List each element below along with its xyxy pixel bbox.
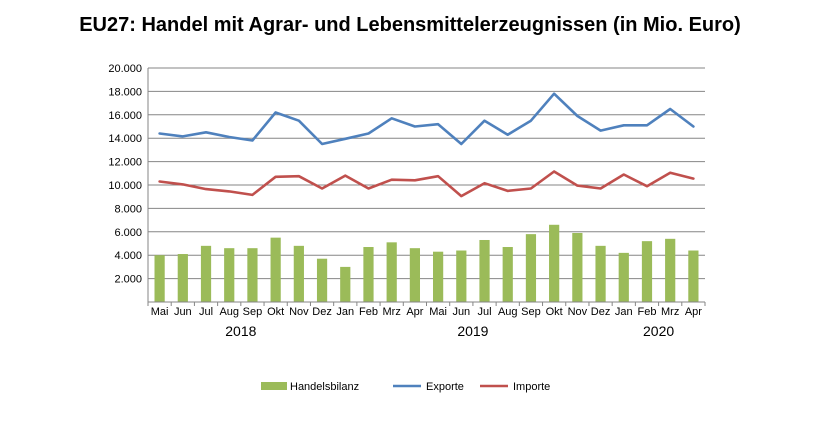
x-tick-label: Jun	[174, 306, 192, 318]
line-series	[158, 92, 695, 198]
x-tick-label: Apr	[685, 306, 702, 318]
year-label: 2020	[643, 323, 674, 339]
bar	[665, 238, 676, 302]
y-tick-label: 12.000	[108, 157, 142, 169]
y-tick-label: 8.000	[114, 203, 142, 215]
y-tick-label: 16.000	[108, 110, 142, 122]
y-tick-label: 18.000	[108, 86, 142, 98]
x-tick-label: Jul	[199, 306, 213, 318]
x-tick-label: Okt	[546, 306, 563, 318]
y-tick-label: 6.000	[114, 227, 142, 239]
bar	[456, 250, 467, 302]
x-tick-label: Nov	[568, 306, 588, 318]
legend-label: Handelsbilanz	[290, 381, 359, 393]
x-tick-label: Mai	[151, 306, 169, 318]
bar	[316, 258, 328, 302]
year-label: 2019	[457, 323, 488, 339]
legend-swatch-handelsbilanz	[261, 382, 287, 390]
y-tick-label: 14.000	[108, 133, 142, 145]
line-importe	[158, 170, 695, 198]
bar	[224, 248, 235, 302]
x-tick-label: Jan	[336, 306, 354, 318]
bar	[549, 224, 560, 302]
axes: 2.000 4.000 6.000 8.000 10.000 12.000 14.000 16…	[108, 63, 706, 339]
x-tick-label: Apr	[406, 306, 423, 318]
x-tick-label: Jun	[452, 306, 470, 318]
bar	[200, 245, 212, 302]
x-tick-label: Mrz	[383, 306, 401, 318]
bar	[409, 248, 421, 302]
bar	[572, 232, 583, 302]
legend: Handelsbilanz Exporte Importe	[261, 381, 550, 393]
bar	[502, 247, 513, 302]
gridlines	[148, 67, 705, 280]
x-tick-label: Nov	[289, 306, 309, 318]
x-tick-label: Jul	[477, 306, 491, 318]
x-tick-label: Sep	[521, 306, 541, 318]
bar	[270, 237, 281, 302]
x-tick-label: Feb	[637, 306, 656, 318]
x-tick-label: Okt	[267, 306, 284, 318]
x-tick-label: Jan	[615, 306, 633, 318]
x-tick-label: Aug	[219, 306, 239, 318]
x-tick-label: Aug	[498, 306, 518, 318]
year-label: 2018	[225, 323, 256, 339]
bar	[386, 242, 397, 302]
bar	[618, 252, 629, 302]
bar	[641, 241, 653, 302]
x-tick-label: Mai	[429, 306, 447, 318]
bar	[688, 250, 699, 302]
x-tick-label: Mrz	[661, 306, 679, 318]
bar	[525, 234, 537, 302]
bar	[432, 251, 444, 302]
legend-label: Exporte	[426, 381, 464, 393]
bar-series	[154, 224, 699, 302]
bar	[293, 245, 304, 302]
x-tick-label: Sep	[243, 306, 263, 318]
y-tick-label: 2.000	[114, 274, 142, 286]
bar	[363, 247, 374, 302]
line-exporte	[158, 92, 695, 146]
x-tick-label: Dez	[312, 306, 332, 318]
x-tick-label: Feb	[359, 306, 378, 318]
y-tick-label: 20.000	[108, 63, 142, 75]
bar	[595, 245, 606, 302]
x-tick-label: Dez	[591, 306, 611, 318]
legend-label: Importe	[513, 381, 550, 393]
bar	[177, 254, 188, 302]
y-tick-label: 10.000	[108, 180, 142, 192]
bar	[340, 266, 351, 302]
bar	[479, 239, 490, 302]
bar	[247, 248, 258, 302]
chart-title: EU27: Handel mit Agrar- und Lebensmittel…	[79, 14, 741, 36]
bar	[154, 255, 165, 302]
y-tick-label: 4.000	[114, 250, 142, 262]
